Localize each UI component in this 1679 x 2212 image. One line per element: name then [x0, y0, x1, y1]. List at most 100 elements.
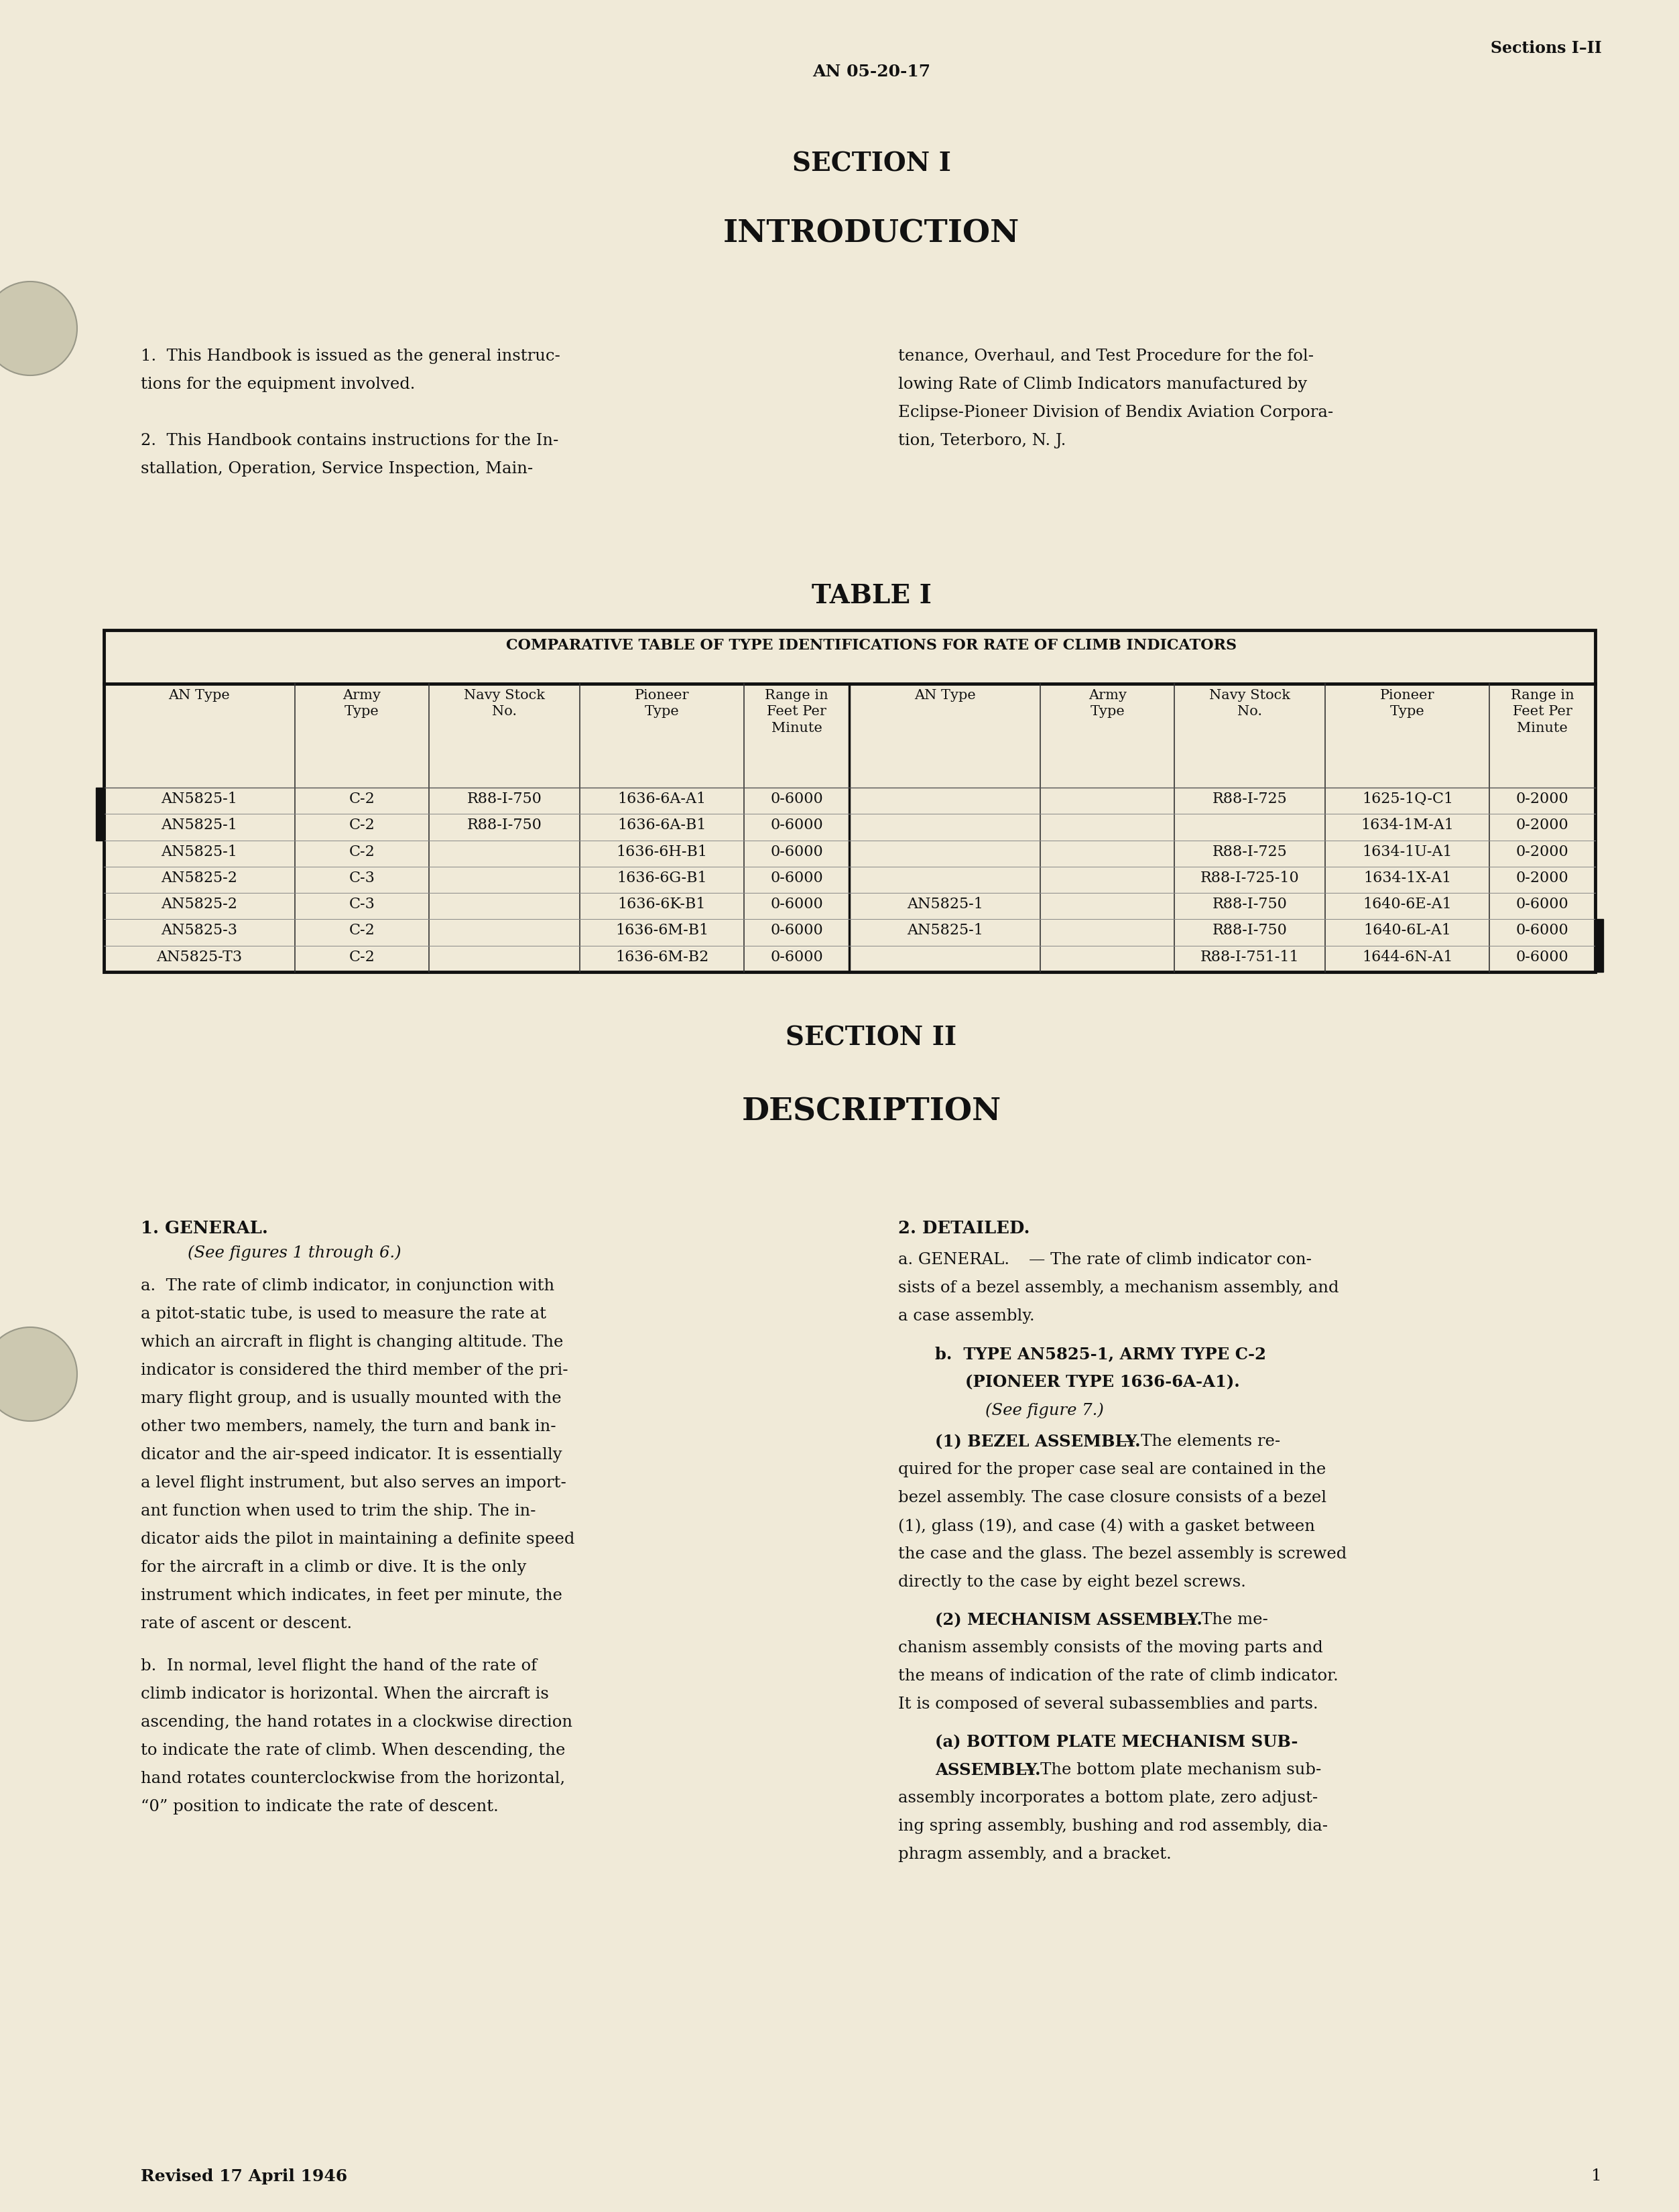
- Text: 1644-6N-A1: 1644-6N-A1: [1362, 949, 1452, 964]
- Text: dicator and the air-speed indicator. It is essentially: dicator and the air-speed indicator. It …: [141, 1447, 562, 1462]
- Text: 0-6000: 0-6000: [771, 922, 823, 938]
- Text: 0-6000: 0-6000: [771, 949, 823, 964]
- Text: R88-I-750: R88-I-750: [1212, 922, 1288, 938]
- Text: (PIONEER TYPE 1636-6A-A1).: (PIONEER TYPE 1636-6A-A1).: [965, 1374, 1239, 1389]
- Text: chanism assembly consists of the moving parts and: chanism assembly consists of the moving …: [898, 1641, 1323, 1655]
- Text: 0-2000: 0-2000: [1516, 872, 1568, 885]
- Text: 1636-6M-B2: 1636-6M-B2: [615, 949, 709, 964]
- Text: C-2: C-2: [349, 845, 374, 858]
- Text: — The rate of climb indicator con-: — The rate of climb indicator con-: [1029, 1252, 1311, 1267]
- Text: 1636-6H-B1: 1636-6H-B1: [616, 845, 707, 858]
- Text: tion, Teterboro, N. J.: tion, Teterboro, N. J.: [898, 434, 1066, 449]
- Text: It is composed of several subassemblies and parts.: It is composed of several subassemblies …: [898, 1697, 1318, 1712]
- Text: — The elements re-: — The elements re-: [1120, 1433, 1281, 1449]
- Text: climb indicator is horizontal. When the aircraft is: climb indicator is horizontal. When the …: [141, 1686, 549, 1701]
- Text: (See figures 1 through 6.): (See figures 1 through 6.): [188, 1245, 401, 1261]
- Text: C-3: C-3: [349, 896, 374, 911]
- Text: Pioneer
Type: Pioneer Type: [635, 690, 688, 719]
- Text: 1. GENERAL.: 1. GENERAL.: [141, 1221, 269, 1237]
- Text: to indicate the rate of climb. When descending, the: to indicate the rate of climb. When desc…: [141, 1743, 566, 1759]
- Text: (1), glass (19), and case (4) with a gasket between: (1), glass (19), and case (4) with a gas…: [898, 1517, 1315, 1533]
- Text: 1640-6E-A1: 1640-6E-A1: [1363, 896, 1452, 911]
- Text: dicator aids the pilot in maintaining a definite speed: dicator aids the pilot in maintaining a …: [141, 1531, 574, 1546]
- Text: AN5825-2: AN5825-2: [161, 872, 237, 885]
- Text: Range in
Feet Per
Minute: Range in Feet Per Minute: [766, 690, 828, 734]
- Text: Range in
Feet Per
Minute: Range in Feet Per Minute: [1511, 690, 1575, 734]
- Text: 2.  This Handbook contains instructions for the In-: 2. This Handbook contains instructions f…: [141, 434, 559, 449]
- Text: phragm assembly, and a bracket.: phragm assembly, and a bracket.: [898, 1847, 1172, 1863]
- Text: C-2: C-2: [349, 818, 374, 832]
- Text: 1625-1Q-C1: 1625-1Q-C1: [1362, 792, 1452, 807]
- Text: 1.  This Handbook is issued as the general instruc-: 1. This Handbook is issued as the genera…: [141, 349, 561, 365]
- Text: Army
Type: Army Type: [343, 690, 381, 719]
- Text: AN5825-1: AN5825-1: [161, 792, 237, 807]
- Text: stallation, Operation, Service Inspection, Main-: stallation, Operation, Service Inspectio…: [141, 460, 532, 476]
- Text: ant function when used to trim the ship. The in-: ant function when used to trim the ship.…: [141, 1504, 536, 1520]
- Text: lowing Rate of Climb Indicators manufactured by: lowing Rate of Climb Indicators manufact…: [898, 376, 1308, 392]
- Text: SECTION I: SECTION I: [792, 150, 950, 177]
- Text: bezel assembly. The case closure consists of a bezel: bezel assembly. The case closure consist…: [898, 1491, 1326, 1506]
- Text: tions for the equipment involved.: tions for the equipment involved.: [141, 376, 415, 392]
- Text: R88-I-750: R88-I-750: [1212, 896, 1288, 911]
- Text: 1636-6G-B1: 1636-6G-B1: [616, 872, 707, 885]
- Text: instrument which indicates, in feet per minute, the: instrument which indicates, in feet per …: [141, 1588, 562, 1604]
- Text: a.  The rate of climb indicator, in conjunction with: a. The rate of climb indicator, in conju…: [141, 1279, 554, 1294]
- Text: the case and the glass. The bezel assembly is screwed: the case and the glass. The bezel assemb…: [898, 1546, 1347, 1562]
- Text: R88-I-750: R88-I-750: [467, 818, 542, 832]
- Bar: [104, 630, 1595, 971]
- Text: R88-I-751-11: R88-I-751-11: [1200, 949, 1300, 964]
- Text: 1636-6M-B1: 1636-6M-B1: [615, 922, 709, 938]
- Text: Pioneer
Type: Pioneer Type: [1380, 690, 1436, 719]
- Text: directly to the case by eight bezel screws.: directly to the case by eight bezel scre…: [898, 1575, 1246, 1590]
- Text: 0-2000: 0-2000: [1516, 792, 1568, 807]
- Text: 1: 1: [1592, 2168, 1602, 2183]
- Circle shape: [0, 281, 77, 376]
- Bar: [96, 787, 104, 814]
- Text: (See figure 7.): (See figure 7.): [986, 1402, 1103, 1418]
- Text: AN Type: AN Type: [168, 690, 230, 701]
- Text: b.  In normal, level flight the hand of the rate of: b. In normal, level flight the hand of t…: [141, 1659, 537, 1674]
- Text: for the aircraft in a climb or dive. It is the only: for the aircraft in a climb or dive. It …: [141, 1559, 527, 1575]
- Text: AN5825-1: AN5825-1: [907, 922, 984, 938]
- Text: rate of ascent or descent.: rate of ascent or descent.: [141, 1617, 353, 1632]
- Text: C-3: C-3: [349, 872, 374, 885]
- Text: 1636-6A-B1: 1636-6A-B1: [618, 818, 707, 832]
- Text: a level flight instrument, but also serves an import-: a level flight instrument, but also serv…: [141, 1475, 566, 1491]
- Text: “0” position to indicate the rate of descent.: “0” position to indicate the rate of des…: [141, 1798, 499, 1814]
- Text: 1634-1U-A1: 1634-1U-A1: [1362, 845, 1452, 858]
- Text: other two members, namely, the turn and bank in-: other two members, namely, the turn and …: [141, 1420, 556, 1433]
- Text: 0-6000: 0-6000: [771, 792, 823, 807]
- Text: ASSEMBLY.: ASSEMBLY.: [935, 1763, 1041, 1778]
- Text: AN5825-1: AN5825-1: [161, 818, 237, 832]
- Text: AN5825-1: AN5825-1: [907, 896, 984, 911]
- Text: COMPARATIVE TABLE OF TYPE IDENTIFICATIONS FOR RATE OF CLIMB INDICATORS: COMPARATIVE TABLE OF TYPE IDENTIFICATION…: [505, 637, 1237, 653]
- Text: AN Type: AN Type: [915, 690, 975, 701]
- Text: sists of a bezel assembly, a mechanism assembly, and: sists of a bezel assembly, a mechanism a…: [898, 1281, 1338, 1296]
- Text: Sections I–II: Sections I–II: [1491, 40, 1602, 55]
- Text: a. GENERAL.: a. GENERAL.: [898, 1252, 1009, 1267]
- Text: (2) MECHANISM ASSEMBLY.: (2) MECHANISM ASSEMBLY.: [935, 1613, 1202, 1628]
- Text: 1636-6A-A1: 1636-6A-A1: [618, 792, 707, 807]
- Text: ing spring assembly, bushing and rod assembly, dia-: ing spring assembly, bushing and rod ass…: [898, 1818, 1328, 1834]
- Text: C-2: C-2: [349, 949, 374, 964]
- Text: 0-6000: 0-6000: [1516, 896, 1568, 911]
- Text: 0-6000: 0-6000: [771, 818, 823, 832]
- Text: R88-I-725-10: R88-I-725-10: [1200, 872, 1300, 885]
- Text: 1634-1M-A1: 1634-1M-A1: [1362, 818, 1454, 832]
- Text: 2. DETAILED.: 2. DETAILED.: [898, 1221, 1029, 1237]
- Text: 0-6000: 0-6000: [1516, 922, 1568, 938]
- Text: R88-I-725: R88-I-725: [1212, 845, 1288, 858]
- Text: Navy Stock
No.: Navy Stock No.: [463, 690, 546, 719]
- Text: AN5825-2: AN5825-2: [161, 896, 237, 911]
- Text: Navy Stock
No.: Navy Stock No.: [1209, 690, 1291, 719]
- Text: indicator is considered the third member of the pri-: indicator is considered the third member…: [141, 1363, 568, 1378]
- Text: Eclipse-Pioneer Division of Bendix Aviation Corpora-: Eclipse-Pioneer Division of Bendix Aviat…: [898, 405, 1333, 420]
- Bar: [96, 814, 104, 841]
- Text: SECTION II: SECTION II: [786, 1026, 957, 1051]
- Text: a case assembly.: a case assembly.: [898, 1310, 1034, 1323]
- Text: AN 05-20-17: AN 05-20-17: [813, 64, 930, 80]
- Circle shape: [0, 1327, 77, 1420]
- Text: 0-2000: 0-2000: [1516, 818, 1568, 832]
- Text: (a) BOTTOM PLATE MECHANISM SUB-: (a) BOTTOM PLATE MECHANISM SUB-: [935, 1734, 1298, 1750]
- Text: b.  TYPE AN5825-1, ARMY TYPE C-2: b. TYPE AN5825-1, ARMY TYPE C-2: [935, 1345, 1266, 1363]
